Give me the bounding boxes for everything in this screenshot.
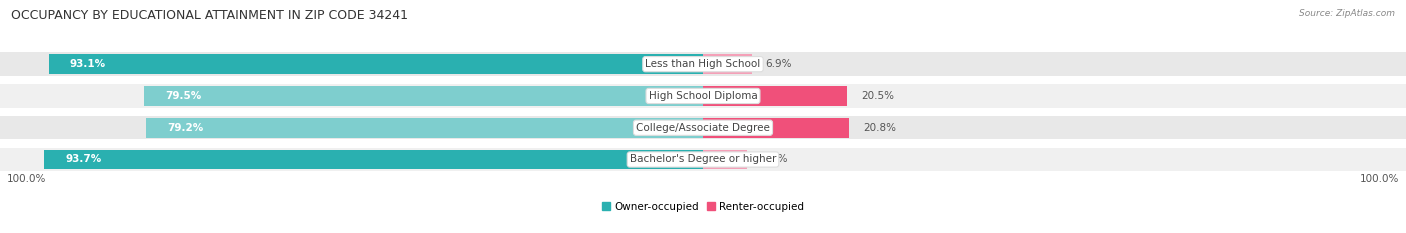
Text: 93.1%: 93.1%: [69, 59, 105, 69]
Text: 20.8%: 20.8%: [863, 123, 896, 133]
Text: 100.0%: 100.0%: [1360, 174, 1399, 184]
Text: College/Associate Degree: College/Associate Degree: [636, 123, 770, 133]
Text: Bachelor's Degree or higher: Bachelor's Degree or higher: [630, 154, 776, 164]
Text: Source: ZipAtlas.com: Source: ZipAtlas.com: [1299, 9, 1395, 18]
Legend: Owner-occupied, Renter-occupied: Owner-occupied, Renter-occupied: [598, 197, 808, 216]
Bar: [49, 54, 703, 74]
Text: 100.0%: 100.0%: [7, 174, 46, 184]
Bar: [145, 86, 703, 106]
Bar: [703, 86, 846, 106]
Text: 20.5%: 20.5%: [860, 91, 894, 101]
Bar: [703, 118, 849, 137]
Bar: [44, 150, 703, 169]
Bar: [146, 118, 703, 137]
Text: 79.5%: 79.5%: [165, 91, 201, 101]
Text: Less than High School: Less than High School: [645, 59, 761, 69]
Bar: [0, 52, 1406, 76]
Text: 6.3%: 6.3%: [762, 154, 787, 164]
Text: High School Diploma: High School Diploma: [648, 91, 758, 101]
Bar: [703, 54, 752, 74]
Bar: [703, 150, 748, 169]
Text: 79.2%: 79.2%: [167, 123, 204, 133]
Text: 6.9%: 6.9%: [765, 59, 792, 69]
Bar: [0, 84, 1406, 108]
Text: 93.7%: 93.7%: [65, 154, 101, 164]
Bar: [0, 148, 1406, 171]
Text: OCCUPANCY BY EDUCATIONAL ATTAINMENT IN ZIP CODE 34241: OCCUPANCY BY EDUCATIONAL ATTAINMENT IN Z…: [11, 9, 408, 22]
Bar: [0, 116, 1406, 140]
